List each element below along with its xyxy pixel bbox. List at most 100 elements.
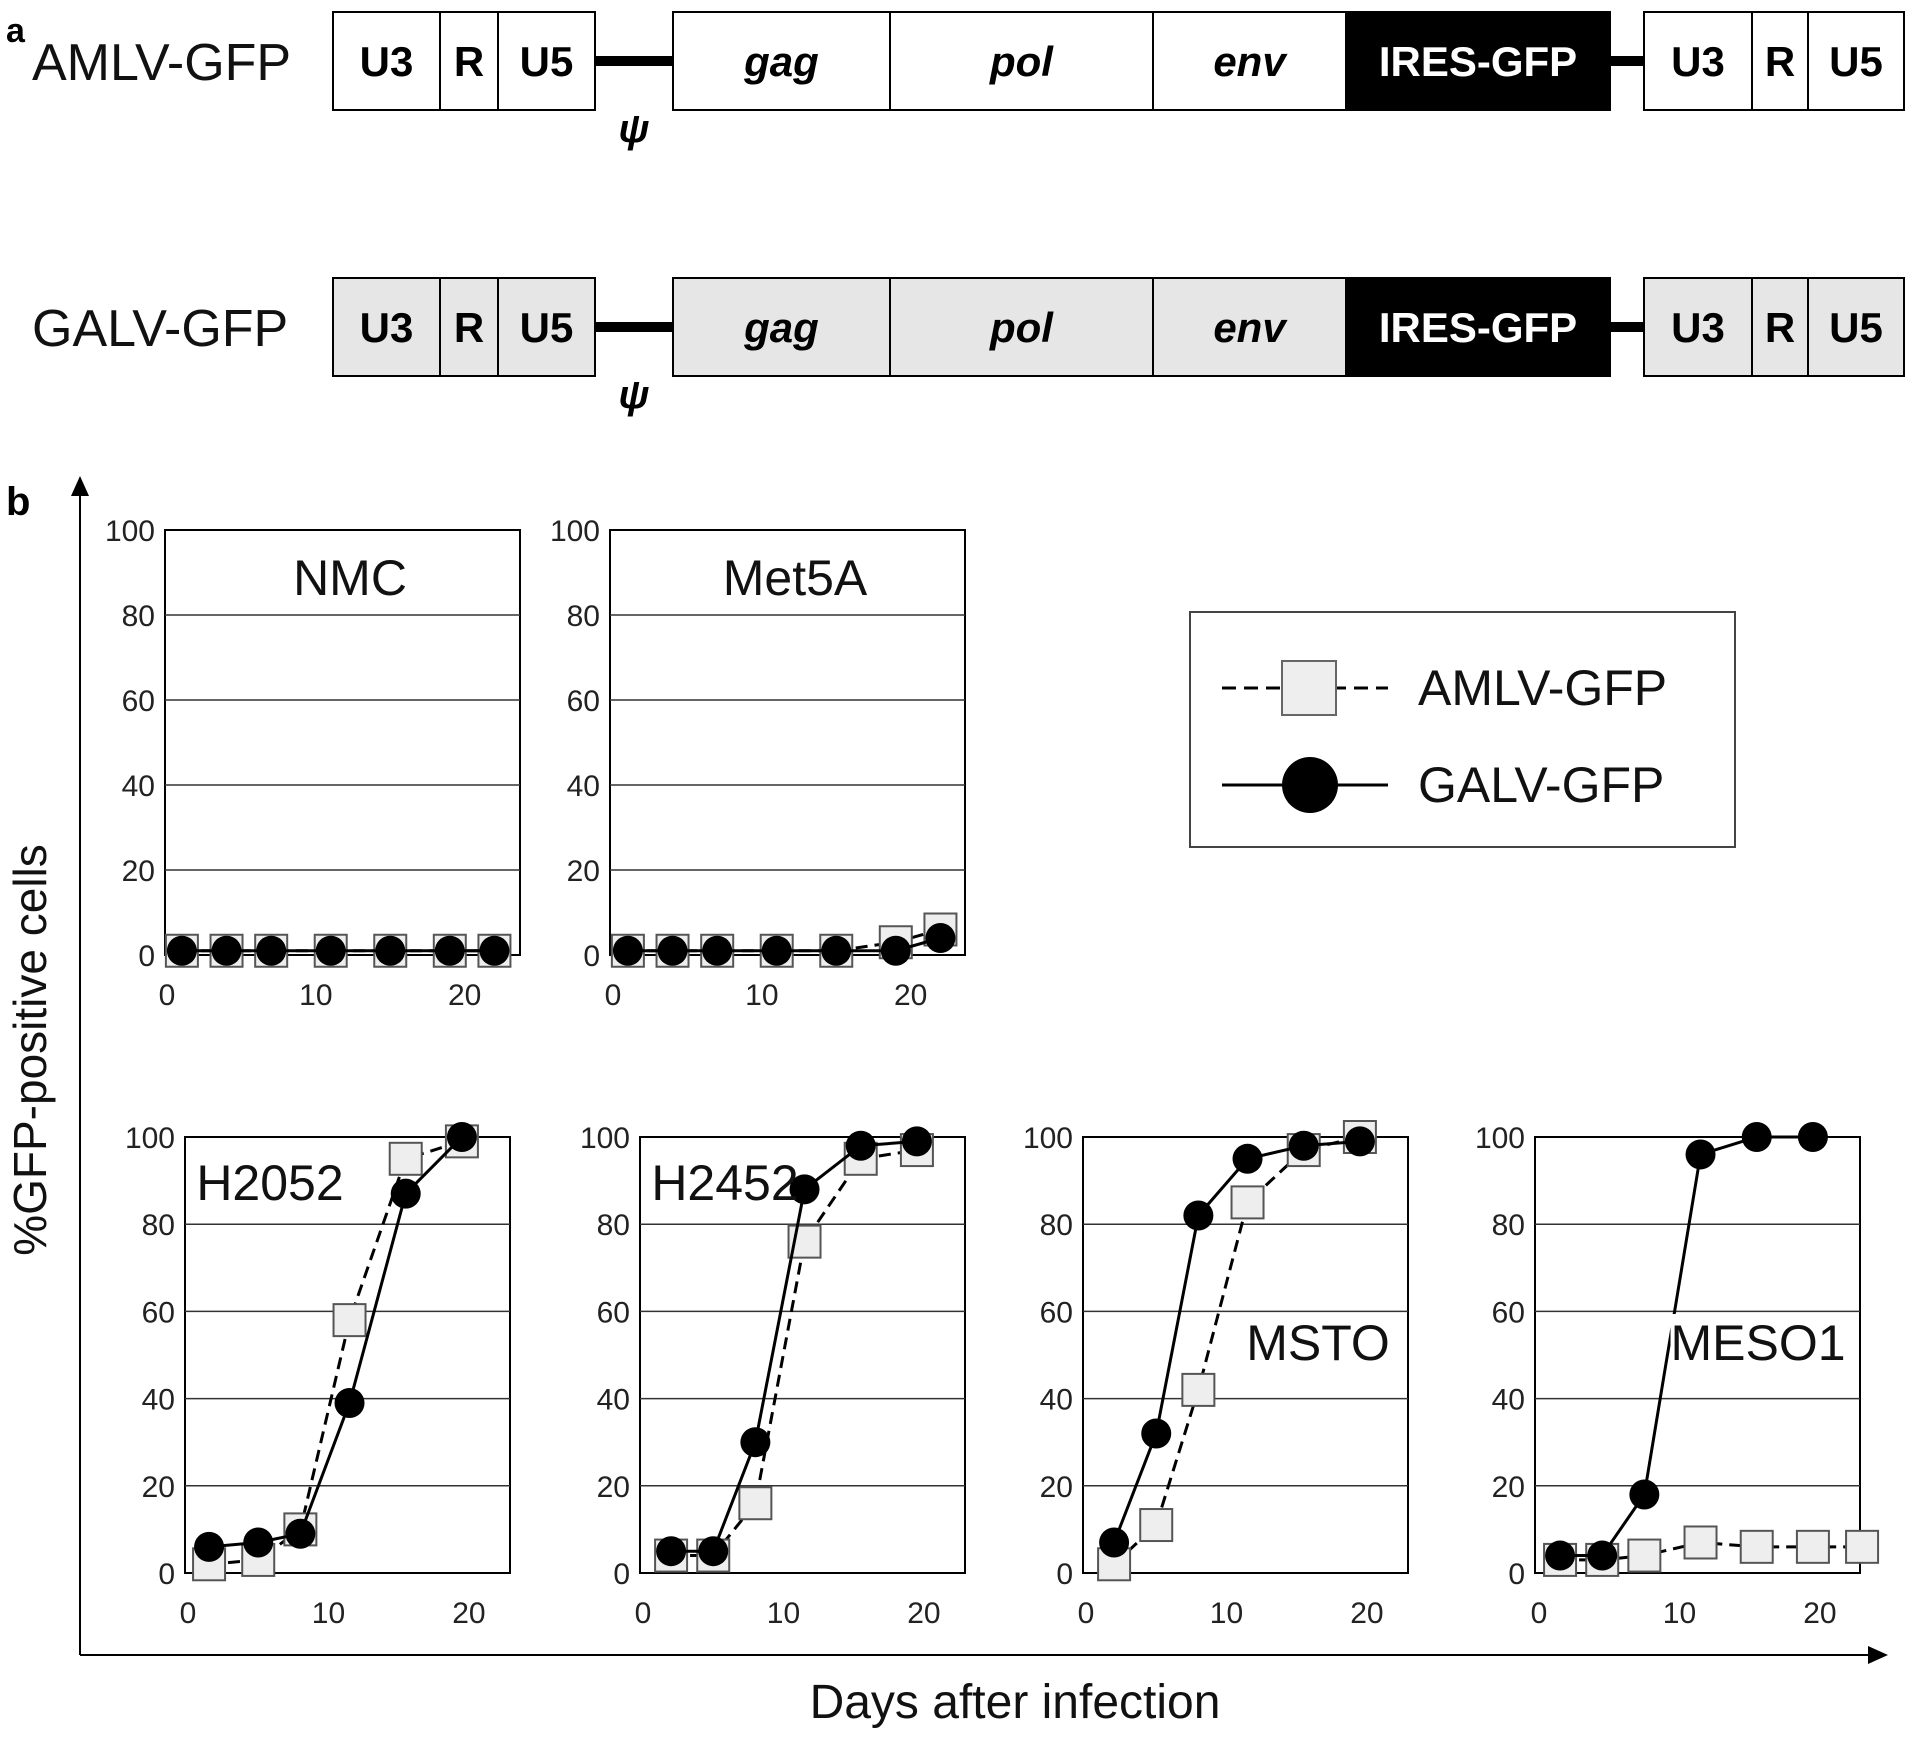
y-tick-label: 20 bbox=[122, 855, 155, 888]
data-point-square bbox=[1683, 1525, 1718, 1560]
construct-name: GALV-GFP bbox=[32, 300, 288, 358]
chart-title-background bbox=[1247, 1314, 1389, 1372]
legend-entry: GALV-GFP bbox=[1222, 757, 1664, 813]
x-tick-label: 20 bbox=[1803, 1597, 1836, 1630]
gene-env-label: env bbox=[1213, 304, 1288, 351]
x-tick-label: 10 bbox=[299, 979, 332, 1012]
panel-b-label: b bbox=[6, 480, 30, 524]
data-point-circle bbox=[1629, 1479, 1660, 1510]
y-axis-title: %GFP-positive cells bbox=[4, 844, 56, 1256]
x-tick-label: 0 bbox=[180, 1597, 197, 1630]
y-tick-label: 40 bbox=[597, 1384, 630, 1417]
gene-gag-label: gag bbox=[743, 38, 819, 85]
ltr5-r-box bbox=[439, 11, 499, 111]
y-tick-label: 0 bbox=[1508, 1558, 1525, 1591]
chart-title: H2052 bbox=[196, 1155, 343, 1211]
chart-title: MSTO bbox=[1246, 1315, 1390, 1371]
data-point-square bbox=[738, 1486, 773, 1521]
data-point-circle bbox=[1141, 1418, 1172, 1449]
ltr5-u5-box bbox=[497, 277, 596, 377]
x-tick-label: 0 bbox=[1078, 1597, 1095, 1630]
y-tick-label: 40 bbox=[1040, 1384, 1073, 1417]
gene-gag-label: gag bbox=[743, 304, 819, 351]
data-point-circle bbox=[1685, 1139, 1716, 1170]
data-point-circle bbox=[657, 935, 688, 966]
data-point-circle bbox=[211, 935, 242, 966]
x-tick-label: 10 bbox=[1663, 1597, 1696, 1630]
data-point-circle bbox=[194, 1531, 225, 1562]
y-tick-label: 100 bbox=[1475, 1122, 1525, 1155]
data-point-square bbox=[388, 1141, 423, 1176]
y-tick-label: 80 bbox=[142, 1209, 175, 1242]
psi-label: ψ bbox=[619, 373, 650, 417]
data-point-circle bbox=[375, 935, 406, 966]
data-point-circle bbox=[789, 1174, 820, 1205]
y-tick-label: 60 bbox=[597, 1296, 630, 1329]
ltr3-u3-box bbox=[1643, 11, 1753, 111]
y-tick-label: 80 bbox=[122, 600, 155, 633]
ltr3-u3-box bbox=[1643, 277, 1753, 377]
chart-title: NMC bbox=[293, 550, 407, 606]
y-tick-label: 40 bbox=[142, 1384, 175, 1417]
y-tick-label: 20 bbox=[1040, 1471, 1073, 1504]
y-tick-label: 0 bbox=[1056, 1558, 1073, 1591]
data-point-square bbox=[1139, 1508, 1174, 1543]
data-point-circle bbox=[761, 935, 792, 966]
chart-title: MESO1 bbox=[1670, 1315, 1845, 1371]
data-point-circle bbox=[1232, 1143, 1263, 1174]
construct-row: AMLV-GFP ψ U3 R U5 gag pol env IRES-GFP U3 R U5 bbox=[32, 11, 1905, 151]
data-point-circle bbox=[1587, 1540, 1618, 1571]
gene-env-label: env bbox=[1213, 38, 1288, 85]
x-tick-label: 20 bbox=[448, 979, 481, 1012]
ltr5-u3-label: U3 bbox=[360, 304, 414, 351]
legend: AMLV-GFP GALV-GFP bbox=[1189, 611, 1736, 848]
ltr5-u3-box bbox=[332, 11, 441, 111]
data-point-circle bbox=[1741, 1122, 1772, 1152]
gene-gag-box bbox=[672, 11, 891, 111]
y-tick-label: 40 bbox=[122, 770, 155, 803]
data-point-square bbox=[1795, 1529, 1830, 1564]
legend-circle-marker bbox=[1282, 757, 1338, 813]
ltr5-r-box bbox=[439, 277, 499, 377]
ltr3-u3-label: U3 bbox=[1671, 38, 1725, 85]
x-axis-title: Days after infection bbox=[810, 1676, 1221, 1729]
plot-frame bbox=[639, 1136, 966, 1574]
y-tick-label: 80 bbox=[1040, 1209, 1073, 1242]
x-tick-label: 10 bbox=[767, 1597, 800, 1630]
y-tick-label: 60 bbox=[122, 685, 155, 718]
ltr5-r-label: R bbox=[454, 304, 484, 351]
chart-nmc: 0 20 40 60 80 100 0 10 20 NMC bbox=[105, 515, 521, 1012]
outer-y-arrowhead bbox=[71, 476, 89, 496]
x-tick-label: 20 bbox=[1350, 1597, 1383, 1630]
data-point-circle bbox=[880, 935, 911, 966]
y-tick-label: 60 bbox=[1492, 1296, 1525, 1329]
data-point-circle bbox=[434, 935, 465, 966]
ltr5-u5-label: U5 bbox=[520, 38, 574, 85]
chart-title: Met5A bbox=[723, 550, 868, 606]
reporter-ires-gfp-box bbox=[1345, 11, 1611, 111]
data-point-circle bbox=[845, 1130, 876, 1161]
panel-b-growth-charts: b %GFP-positive cells Days after infection… bbox=[4, 476, 1888, 1729]
y-tick-label: 100 bbox=[580, 1122, 630, 1155]
chart-met5a: 0 20 40 60 80 100 0 10 20 Met5A bbox=[550, 515, 966, 1012]
data-point-square bbox=[1627, 1538, 1662, 1573]
legend-label: AMLV-GFP bbox=[1418, 660, 1667, 716]
chart-meso1: 0 20 40 60 80 100 0 10 20 MESO1 bbox=[1475, 1122, 1880, 1630]
ltr3-r-label: R bbox=[1765, 38, 1795, 85]
data-point-circle bbox=[901, 1126, 932, 1157]
data-point-circle bbox=[256, 935, 287, 966]
y-tick-label: 80 bbox=[567, 600, 600, 633]
data-point-square bbox=[1097, 1547, 1132, 1582]
y-tick-label: 100 bbox=[1023, 1122, 1073, 1155]
data-point-square bbox=[1845, 1529, 1880, 1564]
x-tick-label: 20 bbox=[907, 1597, 940, 1630]
y-tick-label: 40 bbox=[567, 770, 600, 803]
y-tick-label: 60 bbox=[1040, 1296, 1073, 1329]
y-tick-label: 100 bbox=[550, 515, 600, 548]
data-point-circle bbox=[334, 1387, 365, 1418]
outer-x-arrowhead bbox=[1868, 1646, 1888, 1664]
ltr3-u5-label: U5 bbox=[1829, 38, 1883, 85]
x-tick-label: 20 bbox=[894, 979, 927, 1012]
chart-h2052: 0 20 40 60 80 100 0 10 20 H2052 bbox=[125, 1122, 511, 1630]
